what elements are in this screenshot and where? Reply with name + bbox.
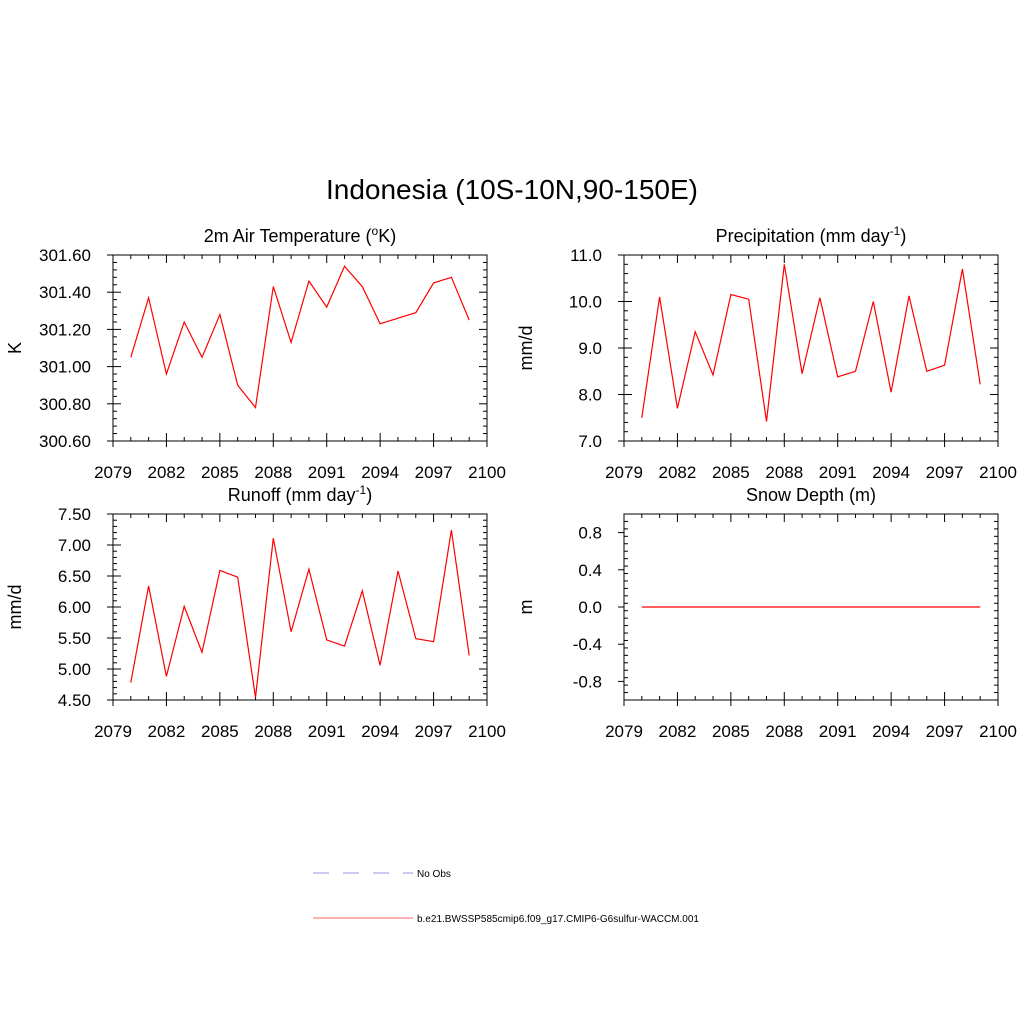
series-line — [130, 265, 470, 409]
x-tick-label: 2082 — [659, 463, 697, 482]
y-tick-label: 7.0 — [578, 432, 602, 451]
x-tick-label: 2100 — [468, 463, 506, 482]
x-tick-label: 2097 — [926, 463, 964, 482]
y-tick-label: 0.8 — [578, 524, 602, 543]
y-tick-label: 5.00 — [58, 660, 91, 679]
x-tick-label: 2088 — [765, 463, 803, 482]
x-tick-label: 2094 — [872, 463, 910, 482]
x-tick-label: 2082 — [148, 722, 186, 741]
x-tick-label: 2097 — [415, 463, 453, 482]
x-tick-label: 2082 — [148, 463, 186, 482]
y-tick-label: 4.50 — [58, 691, 91, 710]
x-tick-label: 2100 — [979, 463, 1017, 482]
panel-title: Precipitation (mm day-1) — [716, 224, 907, 246]
x-tick-label: 2085 — [712, 463, 750, 482]
y-tick-label: 0.4 — [578, 561, 602, 580]
y-tick-label: 6.50 — [58, 567, 91, 586]
x-tick-label: 2085 — [201, 722, 239, 741]
x-tick-label: 2100 — [979, 722, 1017, 741]
y-tick-label: 300.60 — [39, 432, 91, 451]
plot-frame — [112, 254, 488, 442]
y-tick-label: 8.0 — [578, 386, 602, 405]
panel-title: 2m Air Temperature (oK) — [204, 224, 396, 246]
panel-3: 2079 2082 2085 2088 2091 2094 2097 2100 4.50 5.00… — [5, 483, 506, 741]
x-tick-label: 2094 — [872, 722, 910, 741]
plot-frame — [623, 254, 999, 442]
x-tick-label: 2091 — [819, 722, 857, 741]
panel-title: Runoff (mm day-1) — [228, 483, 372, 505]
x-tick-label: 2079 — [94, 463, 132, 482]
x-tick-label: 2085 — [201, 463, 239, 482]
x-tick-label: 2091 — [308, 463, 346, 482]
legend-label: b.e21.BWSSP585cmip6.f09_g17.CMIP6-G6sulf… — [417, 914, 699, 925]
x-tick-label: 2097 — [415, 722, 453, 741]
x-tick-label: 2091 — [308, 722, 346, 741]
x-tick-label: 2079 — [94, 722, 132, 741]
x-tick-label: 2100 — [468, 722, 506, 741]
x-tick-label: 2097 — [926, 722, 964, 741]
panel-1: 2079 2082 2085 2088 2091 2094 2097 2100 300.60 30… — [5, 224, 506, 482]
y-tick-label: 301.60 — [39, 246, 91, 265]
x-tick-label: 2088 — [765, 722, 803, 741]
y-tick-label: 5.50 — [58, 629, 91, 648]
page-title: Indonesia (10S-10N,90-150E) — [325, 174, 698, 205]
y-tick-label: 300.80 — [39, 395, 91, 414]
y-tick-label: -0.8 — [573, 672, 602, 691]
y-tick-label: 0.0 — [578, 598, 602, 617]
y-tick-label: 301.00 — [39, 358, 91, 377]
panel-4: 2079 2082 2085 2088 2091 2094 2097 2100 -0.8 -0.4… — [516, 485, 1017, 741]
y-axis-label: K — [5, 342, 25, 354]
x-tick-label: 2079 — [605, 463, 643, 482]
panel-2: 2079 2082 2085 2088 2091 2094 2097 2100 7.0 8.0 9.… — [516, 224, 1017, 482]
y-tick-label: 10.0 — [569, 293, 602, 312]
y-axis-label: m — [516, 600, 536, 615]
x-tick-label: 2094 — [361, 463, 399, 482]
x-tick-label: 2088 — [254, 722, 292, 741]
x-tick-label: 2091 — [819, 463, 857, 482]
x-tick-label: 2094 — [361, 722, 399, 741]
series-line — [130, 530, 470, 698]
y-tick-label: 9.0 — [578, 339, 602, 358]
y-tick-label: 11.0 — [570, 246, 602, 265]
x-tick-label: 2082 — [659, 722, 697, 741]
panel-title: Snow Depth (m) — [746, 485, 876, 505]
y-tick-label: 6.00 — [58, 598, 91, 617]
y-axis-label: mm/d — [5, 585, 25, 630]
legend: No Obs b.e21.BWSSP585cmip6.f09_g17.CMIP6-… — [313, 869, 699, 925]
y-axis-label: mm/d — [516, 326, 536, 371]
y-tick-label: 301.40 — [39, 283, 91, 302]
legend-label: No Obs — [417, 869, 451, 880]
y-tick-label: -0.4 — [573, 635, 602, 654]
x-tick-label: 2088 — [254, 463, 292, 482]
y-tick-label: 7.50 — [58, 505, 91, 524]
series-line — [641, 264, 981, 422]
x-tick-label: 2085 — [712, 722, 750, 741]
plot-frame — [112, 513, 488, 701]
y-tick-label: 301.20 — [39, 320, 91, 339]
y-tick-label: 7.00 — [58, 536, 91, 555]
x-tick-label: 2079 — [605, 722, 643, 741]
